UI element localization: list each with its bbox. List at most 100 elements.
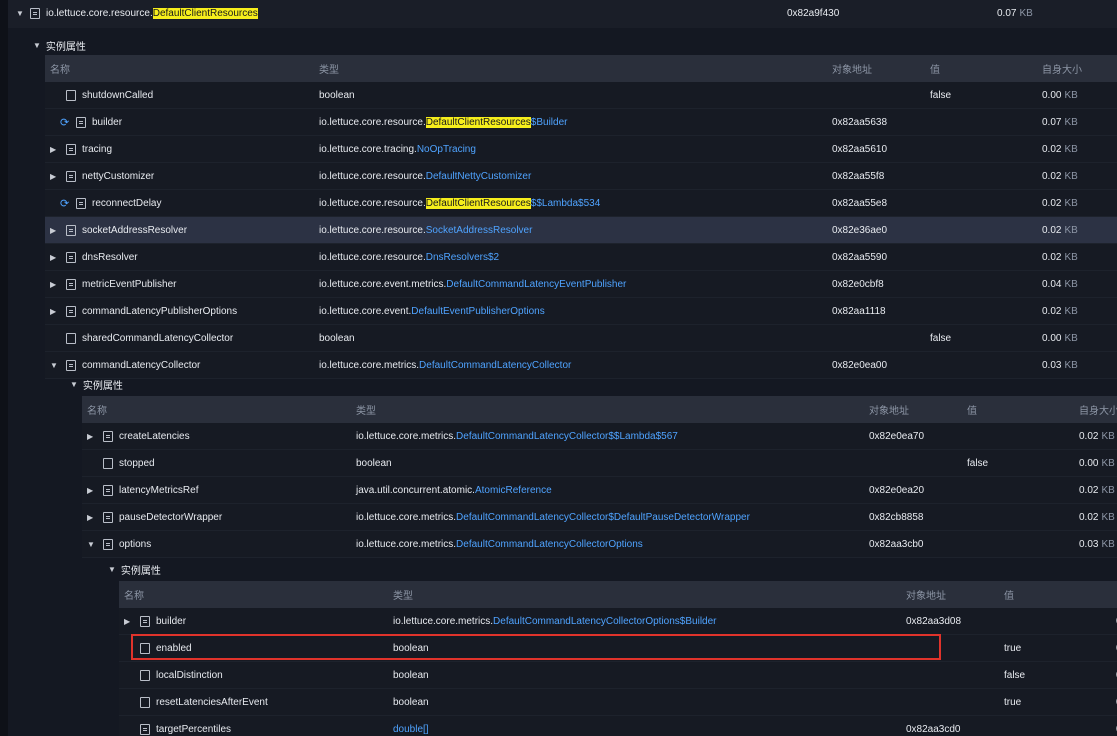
field-type-cell: io.lettuce.core.metrics. DefaultCommandLa… <box>319 352 571 378</box>
type-class-link[interactable]: double[] <box>393 723 429 735</box>
header-name[interactable]: 名称 <box>124 591 144 602</box>
collapse-icon[interactable]: ▼ <box>16 8 24 18</box>
field-name: localDistinction <box>156 669 223 681</box>
expand-icon[interactable]: ▶ <box>50 225 57 235</box>
table-row[interactable]: sharedCommandLatencyCollector boolean fals… <box>45 325 1117 352</box>
field-type-cell: io.lettuce.core.resource. DefaultNettyCus… <box>319 163 531 189</box>
collapse-icon[interactable]: ▼ <box>87 539 95 549</box>
table-row[interactable]: ⟳ reconnectDelay io.lettuce.core.resource.… <box>45 190 1117 217</box>
type-class-suffix[interactable]: $$Lambda$534 <box>530 197 601 209</box>
table-row[interactable]: resetLatenciesAfterEventbooleantrue0.00K… <box>119 689 1117 716</box>
level3-section-label[interactable]: ▼ 实例属性 <box>108 556 161 582</box>
expand-icon[interactable]: ▶ <box>87 485 94 495</box>
table-row[interactable]: ▶ nettyCustomizer io.lettuce.core.resource… <box>45 163 1117 190</box>
table-row[interactable]: stopped boolean false 0.00 KB <box>82 450 1117 477</box>
level1-section-label[interactable]: ▼ 实例属性 <box>33 32 86 58</box>
table-row[interactable]: ▼ options io.lettuce.core.metrics. DefaultC… <box>82 531 1117 558</box>
header-addr[interactable]: 对象地址 <box>869 406 909 417</box>
type-class-link[interactable]: DefaultNettyCustomizer <box>425 170 532 182</box>
size-value: 0.02 <box>1042 143 1062 155</box>
type-class-link[interactable]: DefaultCommandLatencyCollectorOptions <box>456 538 643 550</box>
field-type-cell: io.lettuce.core.event. DefaultEventPublis… <box>319 298 545 324</box>
size-unit: KB <box>1101 430 1115 442</box>
table-row[interactable]: ▶ pauseDetectorWrapper io.lettuce.core.met… <box>82 504 1117 531</box>
expand-icon[interactable]: ▶ <box>50 306 57 316</box>
table-row[interactable]: targetPercentilesdouble[]0x82aa3cd00.05K… <box>119 716 1117 736</box>
primitive-field-icon <box>66 89 76 101</box>
table-row[interactable]: ▶ createLatencies io.lettuce.core.metrics.… <box>82 423 1117 450</box>
type-class-link[interactable]: SocketAddressResolver <box>425 224 533 236</box>
type-class-highlight[interactable]: DefaultClientResources <box>425 116 531 128</box>
expand-icon[interactable]: ▶ <box>50 144 57 154</box>
type-class-link[interactable]: DefaultCommandLatencyEventPublisher <box>446 278 627 290</box>
header-size[interactable]: 自身大小 <box>1042 65 1082 76</box>
expand-icon[interactable]: ▶ <box>87 512 94 522</box>
collapse-icon[interactable]: ▼ <box>50 360 58 370</box>
type-class-link[interactable]: DnsResolvers$2 <box>425 251 500 263</box>
table-row[interactable]: ▼ commandLatencyCollector io.lettuce.core.… <box>45 352 1117 379</box>
expand-icon[interactable]: ▶ <box>87 431 94 441</box>
table-row[interactable]: ▶ latencyMetricsRef java.util.concurrent.a… <box>82 477 1117 504</box>
collapse-icon[interactable]: ▼ <box>70 379 78 389</box>
field-value: true <box>1004 642 1022 654</box>
field-type-cell: io.lettuce.core.metrics. DefaultCommandLa… <box>356 531 643 557</box>
root-address: 0x82a9f430 <box>787 7 840 19</box>
size-value: 0.00 <box>1042 89 1062 101</box>
expand-icon[interactable]: ▶ <box>50 279 57 289</box>
header-value[interactable]: 值 <box>1004 591 1014 602</box>
field-name: targetPercentiles <box>156 723 232 735</box>
expand-icon[interactable]: ▶ <box>50 171 57 181</box>
table-row[interactable]: ▶ builder io.lettuce.core.metrics. DefaultC… <box>119 608 1117 635</box>
type-package: io.lettuce.core.tracing. <box>319 143 417 155</box>
type-class-link[interactable]: DefaultCommandLatencyCollector$$Lambda$5… <box>456 430 678 442</box>
type-package: io.lettuce.core.metrics. <box>319 359 420 371</box>
table-row[interactable]: ▶ commandLatencyPublisherOptions io.lettuc… <box>45 298 1117 325</box>
header-name[interactable]: 名称 <box>87 406 107 417</box>
level2-section-label[interactable]: ▼ 实例属性 <box>70 371 123 397</box>
field-name: options <box>119 538 152 550</box>
object-address: 0x82e0ea70 <box>869 430 925 442</box>
type-class-link[interactable]: DefaultCommandLatencyCollector$DefaultPa… <box>456 511 750 523</box>
header-size[interactable]: 自身大小 <box>1079 406 1117 417</box>
field-name-cell: ⟳ builder <box>50 109 122 135</box>
field-name-cell: sharedCommandLatencyCollector <box>50 325 233 351</box>
type-class-link[interactable]: AtomicReference <box>474 484 552 496</box>
header-addr[interactable]: 对象地址 <box>906 591 946 602</box>
field-name: sharedCommandLatencyCollector <box>82 332 234 344</box>
table-row[interactable]: shutdownCalled boolean false 0.00 KB <box>45 82 1117 109</box>
header-type[interactable]: 类型 <box>356 406 376 417</box>
root-object-row[interactable]: ▼ io.lettuce.core.resource. DefaultClient… <box>8 0 1117 28</box>
table-row[interactable]: ▶ dnsResolver io.lettuce.core.resource. Dns… <box>45 244 1117 271</box>
type-class-link[interactable]: DefaultCommandLatencyCollector <box>419 359 572 371</box>
header-value[interactable]: 值 <box>967 406 977 417</box>
type-package: io.lettuce.core.metrics. <box>356 511 457 523</box>
table-row[interactable]: ▶ metricEventPublisher io.lettuce.core.eve… <box>45 271 1117 298</box>
type-class-highlight[interactable]: DefaultClientResources <box>425 197 531 209</box>
header-name[interactable]: 名称 <box>50 65 70 76</box>
field-name-cell: ▼ options <box>87 531 151 557</box>
table-row[interactable]: ▶ socketAddressResolver io.lettuce.core.re… <box>45 217 1117 244</box>
field-value: false <box>967 457 989 469</box>
expand-icon[interactable]: ▶ <box>50 252 57 262</box>
size-value: 0.07 <box>997 7 1017 19</box>
type-class-suffix[interactable]: $Builder <box>530 116 568 128</box>
type-class-link[interactable]: NoOpTracing <box>416 143 476 155</box>
primitive-field-icon <box>140 642 150 654</box>
type-class-link[interactable]: DefaultCommandLatencyCollectorOptions$Bu… <box>493 615 717 627</box>
header-type[interactable]: 类型 <box>393 591 413 602</box>
expand-icon[interactable]: ▶ <box>124 616 131 626</box>
collapse-icon[interactable]: ▼ <box>108 564 116 574</box>
collapse-icon[interactable]: ▼ <box>33 40 41 50</box>
type-class-link[interactable]: DefaultEventPublisherOptions <box>411 305 545 317</box>
header-value[interactable]: 值 <box>930 65 940 76</box>
table-row[interactable]: ⟳ builder io.lettuce.core.resource. Default… <box>45 109 1117 136</box>
field-name-cell: shutdownCalled <box>50 82 153 108</box>
properties-table: 名称 类型 对象地址 值 自身大小 ▶ createLatencies io.lettuce.… <box>82 396 1117 558</box>
header-type[interactable]: 类型 <box>319 65 339 76</box>
table-row[interactable]: ▶ tracing io.lettuce.core.tracing. NoOpTrac… <box>45 136 1117 163</box>
field-type-cell: double[] <box>393 716 429 736</box>
header-addr[interactable]: 对象地址 <box>832 65 872 76</box>
